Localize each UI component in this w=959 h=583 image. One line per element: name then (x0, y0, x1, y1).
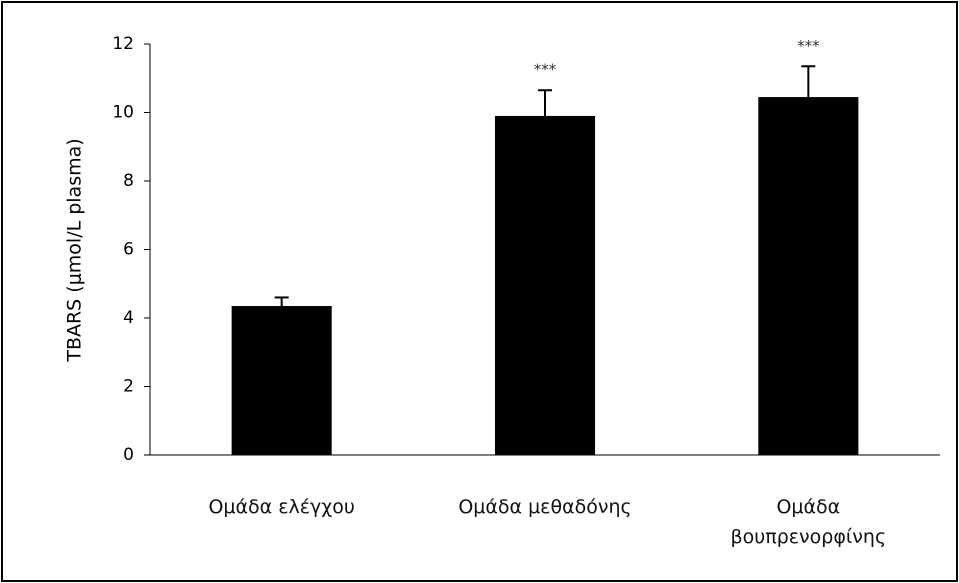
y-tick-label: 6 (123, 240, 134, 260)
bar (494, 115, 596, 456)
significance-label: *** (534, 61, 557, 79)
y-tick-label: 2 (123, 377, 134, 397)
bar (758, 97, 859, 456)
x-tick-label: Ομάδα βουπρενορφίνης (730, 496, 887, 548)
y-tick-label: 12 (112, 34, 134, 54)
x-tick-label: Ομάδα ελέγχου (208, 496, 355, 518)
x-tick-label: Ομάδα μεθαδόνης (458, 496, 632, 518)
significance-label: *** (797, 37, 820, 55)
y-tick-label: 4 (123, 308, 134, 328)
y-tick-label: 10 (112, 103, 134, 123)
bar (231, 306, 332, 455)
y-tick-label: 0 (123, 445, 134, 465)
y-tick-label: 8 (123, 171, 134, 191)
y-axis-label: TBARS (μmol/L plasma) (64, 138, 86, 362)
